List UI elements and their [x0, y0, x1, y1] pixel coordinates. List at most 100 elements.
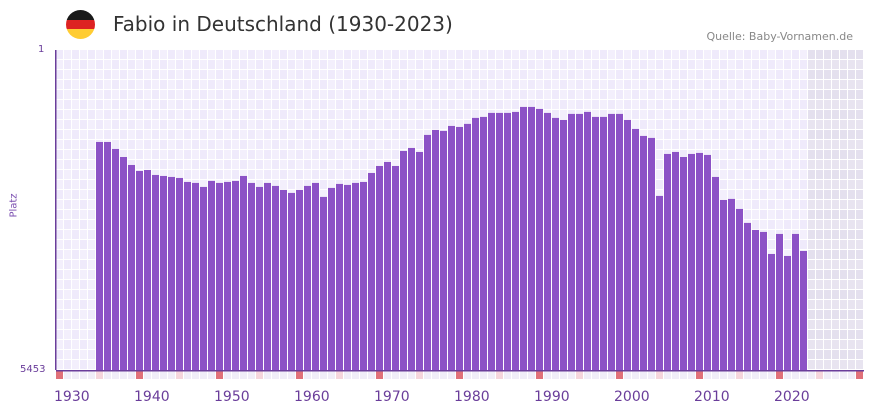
y-tick-bottom: 5453: [20, 364, 46, 375]
year-marker: [296, 371, 303, 379]
bar-1940: [136, 170, 143, 370]
bar-1947: [192, 182, 199, 370]
bar-2022: [792, 233, 799, 370]
year-marker: [784, 371, 791, 379]
year-marker: [464, 371, 471, 379]
bar-1938: [120, 156, 127, 370]
bar-1935: [96, 141, 103, 370]
year-marker: [96, 371, 103, 379]
year-marker: [432, 371, 439, 379]
year-marker: [216, 371, 223, 379]
year-marker: [704, 371, 711, 379]
year-marker: [400, 371, 407, 379]
year-marker: [104, 371, 111, 379]
year-marker: [336, 371, 343, 379]
year-marker: [384, 371, 391, 379]
x-tick-2020: 2020: [774, 389, 810, 405]
bar-2005: [656, 195, 663, 370]
bar-2007: [672, 151, 679, 370]
x-tick-1940: 1940: [134, 389, 170, 405]
year-marker: [760, 371, 767, 379]
x-tick-2000: 2000: [614, 389, 650, 405]
year-marker: [416, 371, 423, 379]
year-marker: [200, 371, 207, 379]
bar-1974: [408, 147, 415, 370]
year-marker: [424, 371, 431, 379]
bar-1967: [352, 182, 359, 370]
bar-1937: [112, 148, 119, 370]
year-marker: [320, 371, 327, 379]
year-marker: [776, 371, 783, 379]
bar-1944: [168, 176, 175, 370]
bar-1977: [432, 129, 439, 370]
year-marker: [360, 371, 367, 379]
bar-2004: [648, 137, 655, 370]
bar-2020: [776, 233, 783, 370]
year-marker: [504, 371, 511, 379]
bar-1976: [424, 134, 431, 370]
year-marker: [80, 371, 87, 379]
bar-1943: [160, 175, 167, 370]
year-marker: [328, 371, 335, 379]
year-marker: [224, 371, 231, 379]
bar-2017: [752, 229, 759, 370]
year-marker: [352, 371, 359, 379]
year-marker: [800, 371, 807, 379]
year-marker: [120, 371, 127, 379]
bar-1960: [296, 189, 303, 370]
year-marker: [72, 371, 79, 379]
year-marker: [280, 371, 287, 379]
bar-2018: [760, 231, 767, 370]
x-tick-1980: 1980: [454, 389, 490, 405]
year-marker: [272, 371, 279, 379]
x-tick-2010: 2010: [694, 389, 730, 405]
year-marker: [448, 371, 455, 379]
bar-1941: [144, 169, 151, 370]
bar-1978: [440, 130, 447, 370]
bar-1962: [312, 182, 319, 370]
bar-1983: [480, 116, 487, 370]
bar-1970: [376, 165, 383, 370]
year-marker: [648, 371, 655, 379]
year-marker: [840, 371, 847, 379]
bar-1991: [544, 112, 551, 370]
year-marker: [152, 371, 159, 379]
year-marker: [64, 371, 71, 379]
year-marker: [168, 371, 175, 379]
bar-1980: [456, 126, 463, 370]
year-marker: [472, 371, 479, 379]
bar-1950: [216, 182, 223, 370]
year-marker: [608, 371, 615, 379]
year-marker: [344, 371, 351, 379]
year-marker: [208, 371, 215, 379]
year-marker: [584, 371, 591, 379]
bar-2003: [640, 135, 647, 370]
bar-2014: [728, 198, 735, 370]
bar-1945: [176, 177, 183, 370]
bar-1948: [200, 186, 207, 370]
bar-1993: [560, 119, 567, 370]
bar-1973: [400, 150, 407, 370]
bar-2006: [664, 153, 671, 370]
bar-1954: [248, 182, 255, 370]
bar-1999: [608, 113, 615, 370]
bar-2008: [680, 156, 687, 370]
year-marker: [192, 371, 199, 379]
year-marker: [696, 371, 703, 379]
year-marker: [560, 371, 567, 379]
source-link[interactable]: Quelle: Baby-Vornamen.de: [706, 30, 853, 43]
year-marker: [792, 371, 799, 379]
year-marker: [664, 371, 671, 379]
year-marker: [312, 371, 319, 379]
year-marker: [744, 371, 751, 379]
bar-1985: [496, 112, 503, 370]
year-marker: [856, 371, 863, 379]
x-tick-1990: 1990: [534, 389, 570, 405]
bar-1989: [528, 106, 535, 371]
bar-2016: [744, 222, 751, 370]
bar-1987: [512, 111, 519, 370]
year-marker: [184, 371, 191, 379]
year-marker: [632, 371, 639, 379]
